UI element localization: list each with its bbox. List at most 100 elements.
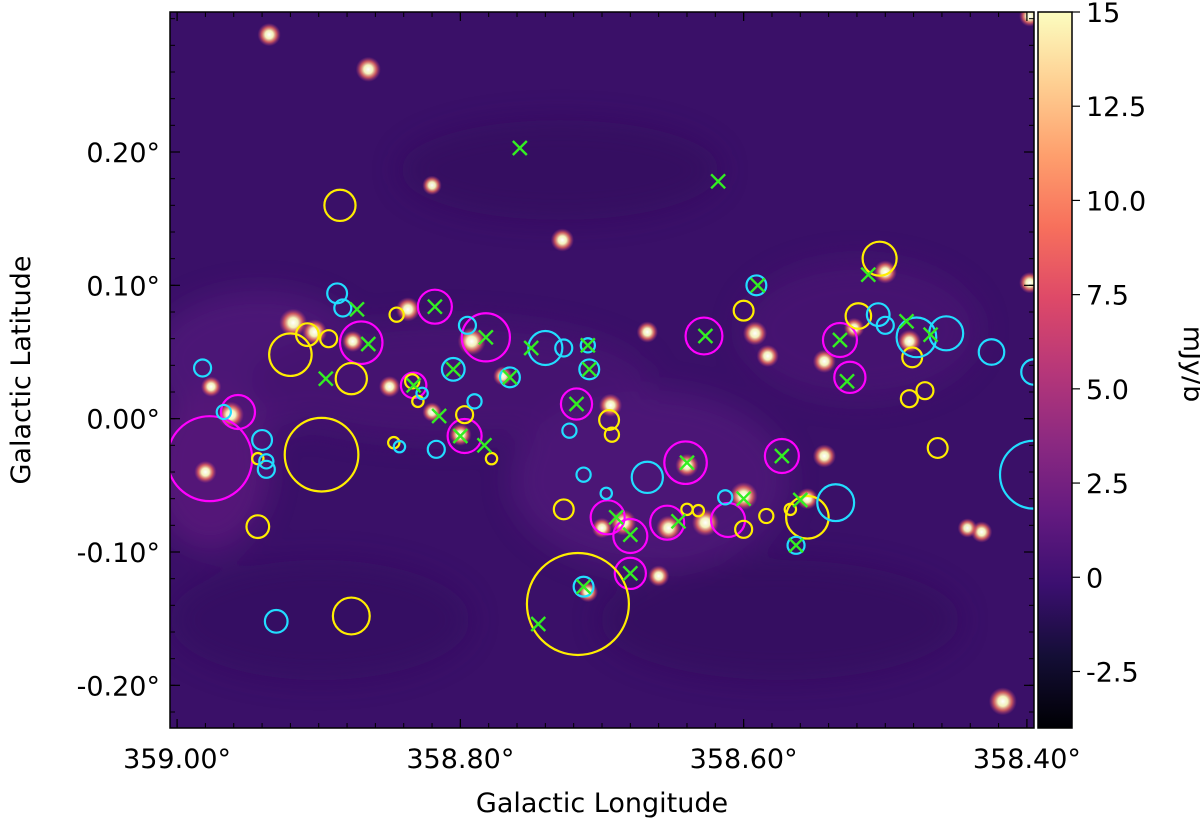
cyan-circle [392, 439, 407, 454]
yellow-circle [899, 389, 919, 409]
catalog-markers [170, 140, 1034, 657]
bright-source [988, 687, 1017, 716]
cyan-circle [599, 486, 614, 501]
bright-source [873, 260, 897, 284]
yellow-circle [691, 503, 706, 518]
bright-source [355, 56, 381, 82]
magenta-circle [833, 360, 867, 395]
bright-source [422, 175, 442, 196]
bright-source [200, 376, 222, 397]
green-cross-marker [839, 373, 855, 390]
bright-source [655, 515, 682, 541]
yellow-circle [915, 381, 935, 401]
green-cross-marker [476, 437, 493, 454]
colorbar-tick-label: 15 [1086, 0, 1120, 29]
magenta-circle [649, 504, 686, 541]
colorbar-ticks: -2.5 0 2.5 5.0 7.5 10.0 12.5 15 [1072, 0, 1146, 688]
colorbar: -2.5 0 2.5 5.0 7.5 10.0 12.5 15 mJy/b [1037, 0, 1200, 729]
yellow-circle [598, 408, 621, 432]
green-cross-marker [349, 301, 365, 318]
colorbar-tick-label: 5.0 [1086, 375, 1129, 406]
cyan-circle [215, 403, 233, 421]
magenta-circle [763, 437, 800, 475]
yellow-circle [785, 494, 830, 540]
cyan-circle [258, 453, 275, 470]
cyan-circle [440, 356, 466, 382]
yellow-circle [294, 322, 320, 348]
yellow-circle [732, 299, 755, 322]
yellow-circle [268, 332, 313, 378]
green-cross-marker [478, 329, 494, 346]
cyan-circle [457, 315, 478, 335]
green-cross-marker [575, 578, 592, 595]
cyan-circle [579, 337, 597, 354]
green-cross-marker [860, 266, 877, 283]
x-tick-label: 358.40° [973, 744, 1081, 775]
yellow-circle [484, 451, 499, 466]
magenta-circle [446, 417, 483, 455]
cyan-circle [326, 282, 349, 305]
green-cross-marker [792, 492, 809, 508]
green-cross-marker [749, 277, 766, 294]
y-tick-label: -0.10° [77, 538, 160, 569]
cyan-circle [415, 386, 429, 401]
cyan-circle [745, 274, 768, 297]
bright-source [194, 460, 217, 484]
bright-source [378, 375, 401, 398]
green-cross-marker [697, 328, 714, 344]
magenta-circle [612, 517, 649, 555]
colorbar-fill [1037, 11, 1073, 729]
yellow-circle [319, 329, 339, 349]
yellow-circle [552, 498, 575, 521]
green-cross-marker [581, 361, 598, 378]
cyan-circle [875, 315, 895, 335]
magenta-circle [219, 393, 257, 431]
bright-source [742, 321, 768, 346]
x-tick-label: 358.80° [406, 744, 514, 775]
green-cross-marker [898, 313, 915, 330]
yellow-circle [334, 361, 368, 396]
colorbar-label: mJy/b [1177, 326, 1200, 402]
yellow-circle [455, 405, 475, 425]
bright-source [279, 308, 308, 337]
green-cross-marker [523, 340, 540, 356]
green-cross-marker [502, 369, 518, 386]
bright-source [550, 228, 574, 252]
cyan-circle [527, 329, 564, 367]
cyan-circle [263, 608, 289, 634]
green-cross-marker [622, 526, 639, 543]
bright-source [422, 402, 442, 422]
yellow-circle [251, 451, 265, 466]
cyan-circle [426, 439, 446, 459]
green-cross-marker [735, 490, 752, 507]
cyan-circle [251, 428, 274, 452]
magenta-circle [559, 387, 594, 421]
cyan-circle [578, 358, 601, 381]
green-cross-marker [608, 509, 625, 526]
cyan-circle [333, 298, 353, 318]
yellow-circle [844, 302, 873, 330]
cyan-circle [717, 489, 734, 506]
y-tick-label: 0.10° [86, 271, 160, 302]
x-axis-title: Galactic Longitude [476, 788, 728, 819]
cyan-circle [554, 338, 574, 358]
bright-source [395, 297, 421, 322]
green-cross-marker [670, 513, 687, 530]
colorbar-tick-label: 12.5 [1086, 92, 1146, 123]
yellow-circle [525, 551, 631, 657]
magenta-circle [663, 440, 708, 486]
bright-source [812, 444, 837, 468]
green-cross-marker [427, 298, 443, 315]
x-axis: 359.00° 358.80° 358.60° 358.40° [123, 12, 1081, 775]
yellow-circle [861, 240, 898, 277]
yellow-circle [783, 502, 798, 517]
green-cross-marker [679, 454, 695, 471]
magenta-circle [821, 321, 859, 359]
bright-source [796, 487, 819, 510]
yellow-circle [245, 514, 271, 540]
cyan-circle [630, 460, 665, 495]
cyan-circle [498, 366, 521, 389]
bright-source [591, 517, 613, 539]
yellow-circle [926, 436, 949, 460]
green-cross-marker [445, 361, 462, 378]
